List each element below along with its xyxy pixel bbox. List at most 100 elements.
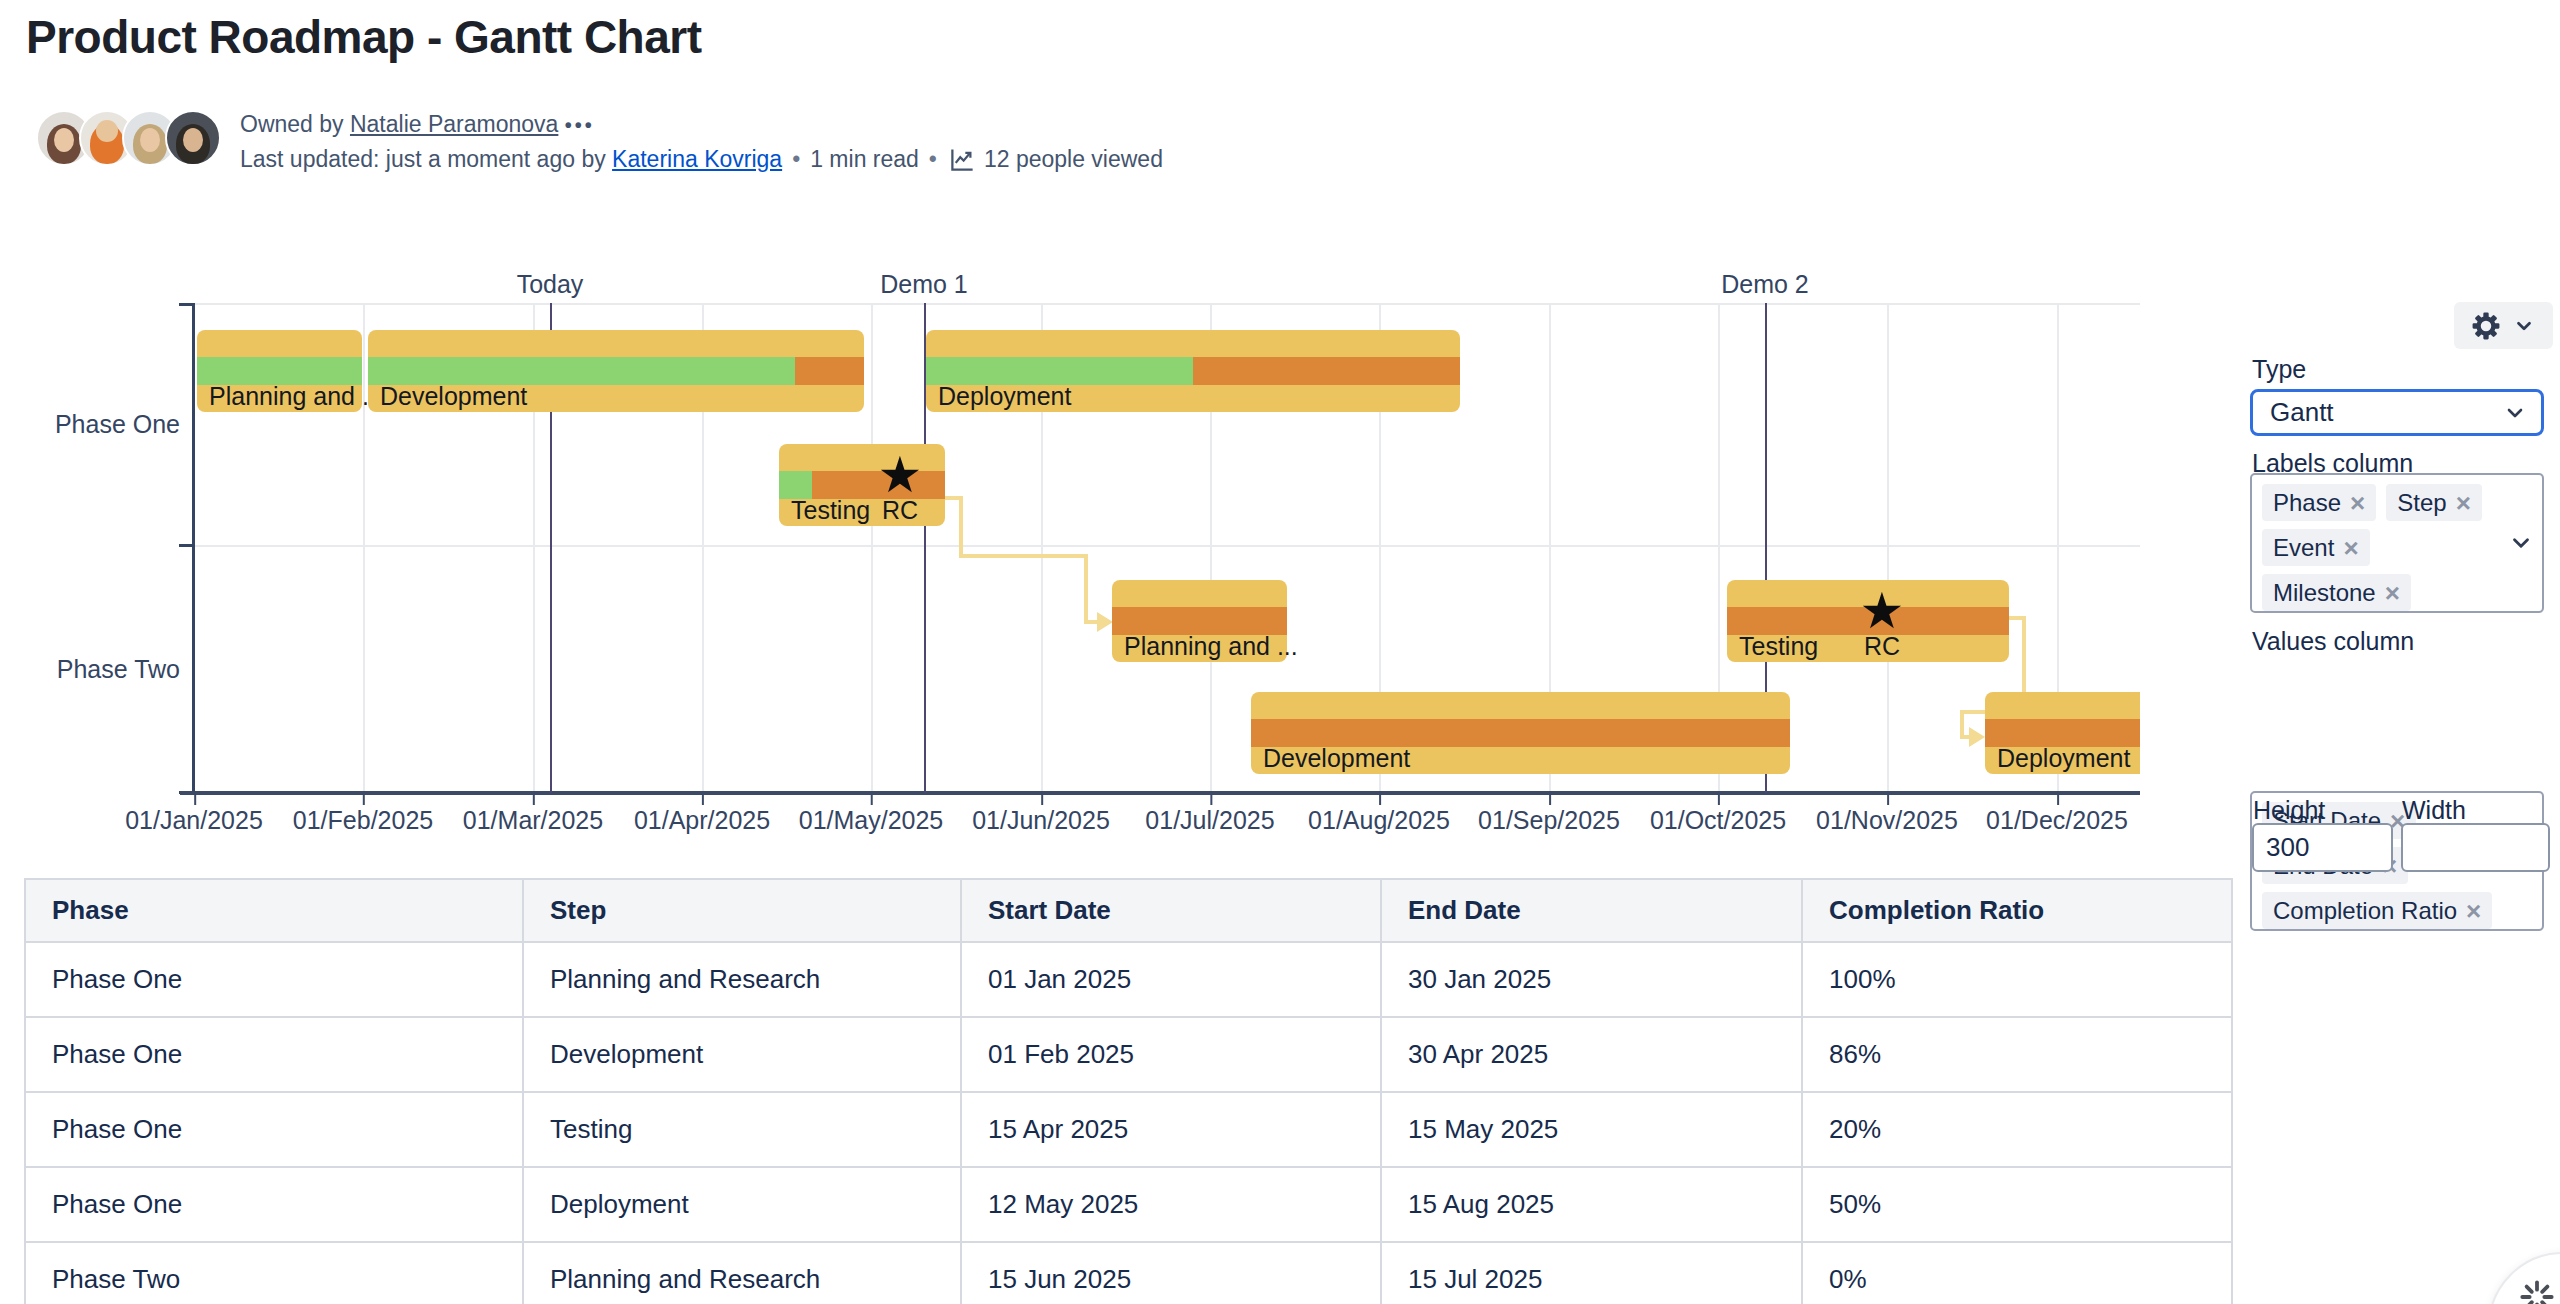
gantt-bar-p1-deployment[interactable]: Deployment: [926, 330, 1460, 412]
floating-assistant-button[interactable]: [2488, 1252, 2560, 1304]
cell: 30 Jan 2025: [1381, 942, 1802, 1017]
source-data-table: Phase Step Start Date End Date Completio…: [24, 878, 2233, 1304]
axis-month-label: 01/Feb/2025: [293, 806, 433, 835]
bar-label: Testing: [791, 496, 870, 525]
type-select-value: Gantt: [2270, 397, 2503, 428]
cell: Phase One: [25, 1017, 523, 1092]
table-header-row: Phase Step Start Date End Date Completio…: [25, 879, 2232, 942]
remove-tag-icon[interactable]: ×: [2456, 491, 2471, 515]
axis-month-label: 01/Aug/2025: [1308, 806, 1450, 835]
bar-label: Development: [1263, 744, 1410, 773]
gantt-bar-p2-planning[interactable]: Planning and ...: [1112, 580, 1287, 662]
gantt-bar-p2-development[interactable]: Development: [1251, 692, 1790, 774]
analytics-trend-icon: [949, 146, 976, 173]
cell: 86%: [1802, 1017, 2232, 1092]
tag-step[interactable]: Step ×: [2386, 484, 2482, 521]
x-axis-line: [180, 791, 2140, 795]
avatar[interactable]: [165, 110, 221, 166]
progress-stripe: [368, 357, 864, 385]
values-column-label: Values column: [2252, 627, 2414, 656]
axis-month-label: 01/Mar/2025: [463, 806, 603, 835]
y-axis-tick: [179, 303, 193, 306]
axis-month-label: 01/Dec/2025: [1986, 806, 2128, 835]
axis-month-label: 01/Jul/2025: [1145, 806, 1274, 835]
phase-two-row-label: Phase Two: [30, 655, 180, 684]
cell: 15 Apr 2025: [961, 1092, 1381, 1167]
type-select[interactable]: Gantt: [2250, 389, 2544, 436]
progress-stripe: [197, 357, 362, 385]
axis-month-label: 01/Sep/2025: [1478, 806, 1620, 835]
tag-completion-ratio[interactable]: Completion Ratio ×: [2262, 892, 2492, 929]
col-header-completion-ratio: Completion Ratio: [1802, 879, 2232, 942]
tag-label: Step: [2397, 489, 2446, 517]
cell: Planning and Research: [523, 1242, 961, 1304]
tag-label: Phase: [2273, 489, 2341, 517]
bar-label: Deployment: [938, 382, 1071, 411]
today-marker-label: Today: [517, 270, 584, 299]
y-axis-line: [192, 303, 195, 794]
col-header-phase: Phase: [25, 879, 523, 942]
chevron-down-icon: [2503, 401, 2527, 425]
tag-label: Completion Ratio: [2273, 897, 2457, 925]
cell: 100%: [1802, 942, 2232, 1017]
axis-month-label: 01/Apr/2025: [634, 806, 770, 835]
table-row: Phase OneDeployment12 May 202515 Aug 202…: [25, 1167, 2232, 1242]
demo1-marker-label: Demo 1: [880, 270, 968, 299]
cell: 30 Apr 2025: [1381, 1017, 1802, 1092]
cell: Planning and Research: [523, 942, 961, 1017]
width-input[interactable]: [2401, 823, 2550, 872]
col-header-start-date: Start Date: [961, 879, 1381, 942]
contributor-avatars[interactable]: [36, 110, 221, 166]
chart-settings-button[interactable]: [2454, 302, 2553, 349]
table-row: Phase OneTesting15 Apr 202515 May 202520…: [25, 1092, 2232, 1167]
labels-column-multiselect[interactable]: Phase× Step× Event× Milestone×: [2250, 473, 2544, 613]
progress-stripe: [926, 357, 1460, 385]
cell: Phase One: [25, 942, 523, 1017]
milestone-star-icon[interactable]: ★: [1860, 586, 1905, 636]
phase-one-row-label: Phase One: [30, 410, 180, 439]
remove-tag-icon[interactable]: ×: [2466, 899, 2481, 923]
progress-stripe: [1112, 607, 1287, 635]
axis-month-label: 01/Jun/2025: [972, 806, 1110, 835]
table-row: Phase OneDevelopment01 Feb 202530 Apr 20…: [25, 1017, 2232, 1092]
gantt-bar-p2-deployment[interactable]: Deployment: [1985, 692, 2140, 774]
chevron-down-icon[interactable]: [2508, 530, 2534, 556]
owned-by-text: Owned by: [240, 111, 344, 137]
remove-tag-icon[interactable]: ×: [2343, 536, 2358, 560]
gear-icon: [2472, 312, 2500, 340]
gantt-bar-p1-development[interactable]: Development: [368, 330, 864, 412]
gantt-bar-p1-planning[interactable]: Planning and ...: [197, 330, 362, 412]
updated-by-link[interactable]: Katerina Kovriga: [612, 143, 782, 175]
tag-phase[interactable]: Phase ×: [2262, 484, 2376, 521]
milestone-label: RC: [1864, 632, 1900, 661]
chevron-down-icon: [2513, 315, 2535, 337]
cell: 15 Aug 2025: [1381, 1167, 1802, 1242]
read-time: 1 min read: [810, 143, 919, 175]
cell: Deployment: [523, 1167, 961, 1242]
gridline: [1887, 303, 1889, 793]
milestone-label: RC: [882, 496, 918, 525]
height-input[interactable]: [2252, 823, 2393, 872]
views-count[interactable]: 12 people viewed: [984, 143, 1163, 175]
remove-tag-icon[interactable]: ×: [2350, 491, 2365, 515]
separator-dot: •: [792, 143, 800, 175]
cell: 01 Jan 2025: [961, 942, 1381, 1017]
bar-label: Planning and ...: [209, 382, 383, 411]
tag-milestone[interactable]: Milestone×: [2262, 574, 2411, 611]
cell: 01 Feb 2025: [961, 1017, 1381, 1092]
gridline: [871, 303, 873, 793]
tag-event[interactable]: Event ×: [2262, 529, 2370, 566]
owner-link[interactable]: Natalie Paramonova: [350, 111, 558, 137]
cell: Testing: [523, 1092, 961, 1167]
spinner-icon: [2516, 1276, 2558, 1304]
cell: 50%: [1802, 1167, 2232, 1242]
table-row: Phase OnePlanning and Research01 Jan 202…: [25, 942, 2232, 1017]
grid-top: [194, 303, 2140, 305]
remove-tag-icon[interactable]: ×: [2385, 581, 2400, 605]
last-updated-text: Last updated: just a moment ago by: [240, 143, 606, 175]
axis-month-label: 01/Jan/2025: [125, 806, 263, 835]
more-menu-button[interactable]: •••: [565, 114, 595, 136]
milestone-star-icon[interactable]: ★: [878, 450, 923, 500]
cell: Development: [523, 1017, 961, 1092]
tag-label: Event: [2273, 534, 2334, 562]
